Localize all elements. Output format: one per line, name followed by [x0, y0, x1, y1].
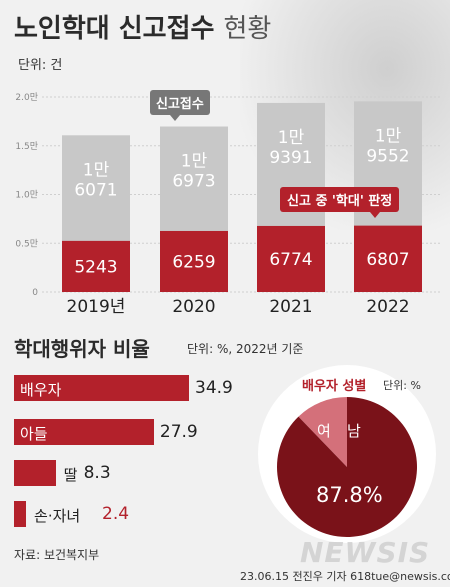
x-tick-label: 2022: [366, 297, 409, 317]
source-note: 자료: 보건복지부: [14, 548, 100, 562]
hbar-value-label: 2.4: [102, 504, 130, 524]
section2-unit: 단위: %, 2022년 기준: [187, 342, 304, 356]
x-tick-label: 2021: [269, 297, 312, 317]
y-tick-label: 1.5만: [15, 141, 38, 152]
hbar-category-label: 아들: [20, 425, 48, 443]
hbar-2: [14, 460, 56, 486]
pie-value-label: 87.8%: [316, 483, 383, 507]
x-tick-label: 2020: [172, 297, 215, 317]
pie-slice-male: [276, 397, 417, 537]
hbar-value-label: 34.9: [195, 378, 233, 398]
y-tick-label: 1.0만: [15, 190, 38, 201]
watermark-logo: NEWSIS: [300, 536, 431, 569]
bar-confirmed-label: 6807: [366, 250, 409, 270]
bar-confirmed: [160, 230, 228, 292]
bar-confirmed: [257, 225, 325, 292]
pie-label-male: 남: [347, 422, 361, 440]
bar-confirmed-label: 5243: [74, 257, 117, 277]
pie-slice-female: [298, 397, 347, 467]
title-light: 현황: [223, 14, 272, 44]
credit-line: 23.06.15 전진우 기자 618tue@newsis.com: [240, 570, 450, 583]
pie-chart: [276, 397, 417, 537]
hbar-category-label: 배우자: [20, 381, 62, 399]
bar-confirmed-label: 6774: [269, 250, 312, 270]
pie-label-female: 여: [317, 422, 331, 440]
y-tick-label: 0: [32, 288, 38, 298]
bar-total-label: 9552: [366, 146, 409, 166]
bar-total-label: 9391: [269, 148, 312, 168]
bar-confirmed: [354, 225, 422, 292]
bar-confirmed-label: 6259: [172, 252, 215, 272]
bar-confirmed: [62, 240, 130, 292]
section2-title: 학대행위자 비율: [14, 337, 150, 361]
hbar-1: [14, 419, 154, 445]
callout-reports: 신고접수: [150, 90, 210, 121]
bar-total-label: 1만: [181, 152, 208, 172]
hbar-3: [14, 501, 27, 527]
title-main: 노인학대 신고접수: [14, 14, 215, 44]
page-title: 노인학대 신고접수 현황: [14, 8, 271, 45]
unit-label: 단위: 건: [18, 58, 63, 73]
y-tick-label: 2.0만: [15, 92, 38, 103]
y-tick-label: 0.5만: [15, 238, 38, 249]
bar-total-label: 6973: [172, 172, 215, 192]
hbar-value-label: 27.9: [159, 422, 198, 442]
bar-total-label: 1만: [83, 160, 110, 180]
pie-title: 배우자 성별: [302, 379, 367, 394]
bar-chart: 00.5만1.0만1.5만2.0만1만607152432019년1만697362…: [15, 92, 440, 317]
bar-total-label: 6071: [74, 180, 117, 200]
pie-unit: 단위: %: [383, 379, 421, 392]
hbar-category-label: 딸: [63, 466, 78, 484]
bar-total-label: 1만: [278, 128, 305, 148]
hbar-category-label: 손·자녀: [34, 507, 81, 525]
hbar-value-label: 8.3: [83, 463, 111, 483]
callout-confirmed: 신고 중 '학대' 판정: [280, 187, 400, 218]
bar-total-label: 1만: [375, 126, 402, 146]
x-tick-label: 2019년: [67, 297, 126, 317]
hbar-0: [14, 375, 189, 401]
